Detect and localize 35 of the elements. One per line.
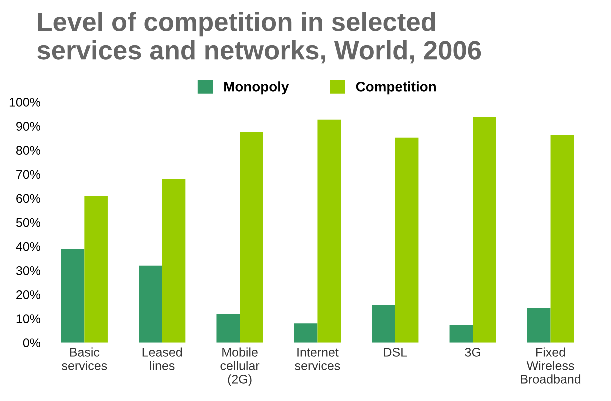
y-tick-label: 50% <box>16 218 41 228</box>
bar <box>473 117 496 343</box>
bar <box>318 120 342 343</box>
y-tick-label: 40% <box>16 242 41 252</box>
bar <box>372 305 396 343</box>
x-tick-label: Basic services <box>62 348 108 370</box>
bar <box>240 132 264 343</box>
y-tick-label: 10% <box>16 314 41 324</box>
y-tick-label: 70% <box>16 170 41 180</box>
y-tick-label: 30% <box>16 266 41 276</box>
bar <box>550 135 574 343</box>
bar <box>139 266 162 343</box>
y-tick-label: 80% <box>16 146 41 156</box>
bar <box>61 249 85 343</box>
x-tick-label: 3G <box>465 348 480 357</box>
bar <box>294 324 318 343</box>
y-tick-label: 100% <box>10 98 41 107</box>
y-tick-label: 20% <box>16 290 41 300</box>
bar <box>162 179 186 343</box>
bar <box>216 314 240 343</box>
x-tick-label: Internet services <box>295 348 340 370</box>
x-tick-label: Fixed Wireless Broadband <box>521 348 581 384</box>
legend-label: Monopoly <box>224 82 290 95</box>
bar <box>527 308 551 343</box>
legend-label: Competition <box>356 82 436 95</box>
bar <box>84 196 108 343</box>
bar <box>450 325 474 343</box>
bar <box>395 138 419 343</box>
y-tick-label: 60% <box>16 194 41 204</box>
chart-title: Level of competition in selected services and networks, World, 2006 <box>38 12 482 64</box>
x-tick-label: DSL <box>384 348 408 357</box>
x-tick-label: Leased lines <box>142 348 182 370</box>
y-tick-label: 90% <box>16 122 41 131</box>
y-tick-label: 0% <box>23 338 41 348</box>
x-tick-label: Mobile cellular (2G) <box>220 348 260 386</box>
